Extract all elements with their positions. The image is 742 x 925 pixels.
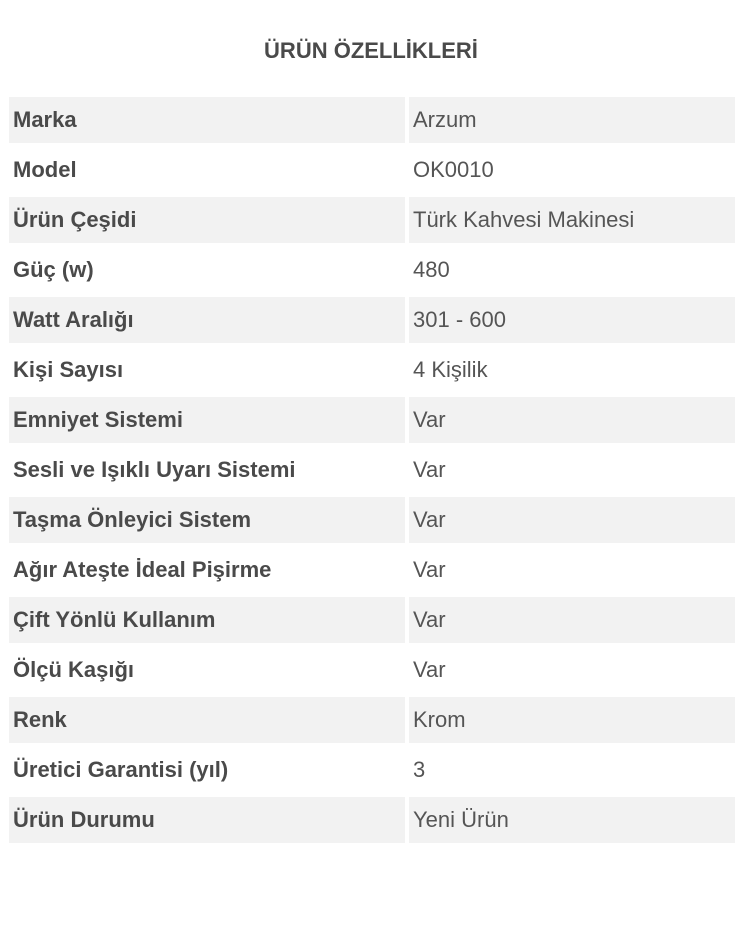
table-row: Sesli ve Işıklı Uyarı Sistemi Var bbox=[9, 447, 735, 493]
spec-label: Model bbox=[13, 157, 77, 182]
table-row: Ölçü Kaşığı Var bbox=[9, 647, 735, 693]
spec-value: 480 bbox=[413, 257, 450, 282]
spec-value: 4 Kişilik bbox=[413, 357, 488, 382]
table-row: Emniyet Sistemi Var bbox=[9, 397, 735, 443]
table-row: Ağır Ateşte İdeal Pişirme Var bbox=[9, 547, 735, 593]
spec-label: Marka bbox=[9, 97, 405, 143]
spec-label: Ağır Ateşte İdeal Pişirme bbox=[13, 557, 272, 582]
spec-value: Türk Kahvesi Makinesi bbox=[409, 197, 735, 243]
spec-label: Watt Aralığı bbox=[9, 297, 405, 343]
spec-label: Ürün Çeşidi bbox=[9, 197, 405, 243]
spec-value: Var bbox=[409, 397, 735, 443]
spec-value: Var bbox=[413, 557, 446, 582]
spec-label: Kişi Sayısı bbox=[13, 357, 124, 382]
table-row: Model OK0010 bbox=[9, 147, 735, 193]
spec-value: 3 bbox=[413, 757, 426, 782]
spec-label: Ölçü Kaşığı bbox=[13, 657, 135, 682]
spec-value: Arzum bbox=[409, 97, 735, 143]
spec-table: Marka Arzum Model OK0010 Ürün Çeşidi Türk Kah… bbox=[5, 93, 739, 847]
table-row: Watt Aralığı 301 - 600 bbox=[9, 297, 735, 343]
spec-label: Üretici Garantisi (yıl) bbox=[13, 757, 229, 782]
spec-value: Var bbox=[409, 597, 735, 643]
spec-label: Çift Yönlü Kullanım bbox=[9, 597, 405, 643]
table-row: Taşma Önleyici Sistem Var bbox=[9, 497, 735, 543]
table-row: Güç (w) 480 bbox=[9, 247, 735, 293]
spec-value: 301 - 600 bbox=[409, 297, 735, 343]
spec-label: Emniyet Sistemi bbox=[9, 397, 405, 443]
spec-value: Yeni Ürün bbox=[409, 797, 735, 843]
spec-label: Taşma Önleyici Sistem bbox=[9, 497, 405, 543]
table-row: Kişi Sayısı 4 Kişilik bbox=[9, 347, 735, 393]
table-row: Renk Krom bbox=[9, 697, 735, 743]
spec-value: Var bbox=[413, 657, 446, 682]
spec-value: Var bbox=[409, 497, 735, 543]
table-row: Çift Yönlü Kullanım Var bbox=[9, 597, 735, 643]
section-title: ÜRÜN ÖZELLİKLERİ bbox=[264, 38, 478, 63]
spec-label: Güç (w) bbox=[13, 257, 94, 282]
spec-label: Sesli ve Işıklı Uyarı Sistemi bbox=[13, 457, 296, 482]
table-row: Üretici Garantisi (yıl) 3 bbox=[9, 747, 735, 793]
spec-value: Var bbox=[413, 457, 446, 482]
table-row: Marka Arzum bbox=[9, 97, 735, 143]
table-row: Ürün Çeşidi Türk Kahvesi Makinesi bbox=[9, 197, 735, 243]
table-row: Ürün Durumu Yeni Ürün bbox=[9, 797, 735, 843]
spec-value: Krom bbox=[409, 697, 735, 743]
spec-label: Ürün Durumu bbox=[9, 797, 405, 843]
spec-label: Renk bbox=[9, 697, 405, 743]
spec-value: OK0010 bbox=[413, 157, 494, 182]
